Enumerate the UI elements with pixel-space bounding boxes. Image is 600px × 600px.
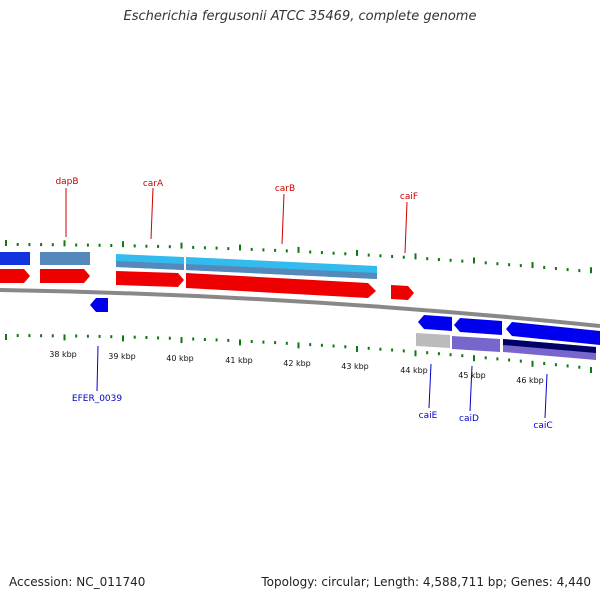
gene-carA[interactable] [116, 271, 184, 287]
genome-backbone [0, 288, 600, 328]
gene-caiC[interactable] [506, 322, 600, 345]
scale-label: 42 kbp [283, 359, 311, 368]
feature-caiE-cds[interactable] [416, 333, 450, 348]
label-caiD[interactable]: caiD [459, 414, 479, 424]
scale-label: 44 kbp [400, 366, 428, 375]
feature-steel-2[interactable] [40, 252, 90, 265]
leader-carB [281, 193, 285, 245]
scale-label: 41 kbp [225, 356, 253, 365]
gene-EFER_0039[interactable] [90, 298, 108, 312]
genome-title: Escherichia fergusonii ATCC 35469, compl… [123, 9, 477, 24]
leader-caiF [404, 201, 408, 254]
gene-caiD[interactable] [454, 318, 502, 335]
accession-text: Accession: NC_011740 [9, 575, 146, 589]
leader-caiE [428, 363, 432, 409]
label-carB[interactable]: carB [275, 184, 295, 194]
feature-carB-cds-b[interactable] [186, 264, 377, 279]
gene-dapB[interactable] [40, 269, 90, 283]
lower-tick-ruler [5, 334, 592, 373]
gene-caiE[interactable] [418, 315, 452, 331]
feature-carA-cds-b[interactable] [116, 261, 184, 270]
feature-steel-1[interactable] [0, 252, 30, 265]
scale-label: 45 kbp [458, 371, 486, 380]
leader-carA [150, 187, 154, 240]
label-caiF[interactable]: caiF [400, 192, 418, 202]
gene-carB[interactable] [186, 273, 376, 298]
label-caiE[interactable]: caiE [419, 411, 438, 421]
feature-caiC-cds-top[interactable] [503, 339, 596, 353]
feature-caiD-cds[interactable] [452, 336, 500, 352]
gene-fwd-0[interactable] [0, 269, 30, 283]
genome-summary-text: Topology: circular; Length: 4,588,711 bp… [261, 575, 591, 589]
scale-label: 40 kbp [166, 354, 194, 363]
scale-label: 38 kbp [49, 350, 77, 359]
leader-caiC [544, 373, 548, 419]
scale-label: 46 kbp [516, 376, 544, 385]
label-EFER_0039[interactable]: EFER_0039 [72, 394, 122, 404]
label-caiC[interactable]: caiC [533, 421, 552, 431]
upper-tick-ruler [5, 240, 592, 274]
leader-caiD [469, 365, 473, 412]
scale-label: 43 kbp [341, 362, 369, 371]
gene-caiF[interactable] [391, 285, 414, 300]
label-dapB[interactable]: dapB [55, 177, 78, 187]
leader-EFER_0039 [96, 345, 99, 392]
scale-label: 39 kbp [108, 352, 136, 361]
label-carA[interactable]: carA [143, 179, 164, 189]
